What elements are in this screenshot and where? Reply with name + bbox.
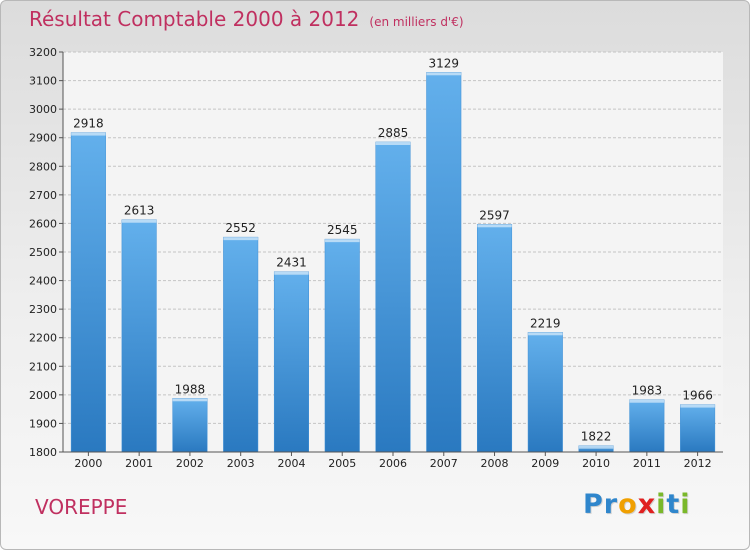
bar-highlight [274, 271, 309, 275]
logo-letter: i [680, 489, 691, 520]
bar-highlight [528, 332, 563, 336]
axis-layer: 1800 1900 2000 2100 2200 2300 2400 2500 2600 2700… [29, 46, 723, 470]
x-tick-label: 2004 [277, 457, 305, 470]
bar-2005 [324, 238, 360, 453]
value-label: 2918 [73, 117, 104, 131]
y-tick-label: 3000 [29, 103, 57, 116]
value-label: 3129 [428, 56, 459, 70]
x-tick-label: 2011 [633, 457, 661, 470]
y-tick-label: 2800 [29, 160, 57, 173]
logo-letter: o [618, 489, 638, 520]
bar-highlight [172, 398, 208, 402]
x-tick-label: 2009 [531, 457, 559, 470]
logo-letter: t [666, 489, 681, 520]
value-label: 2597 [479, 208, 510, 222]
bar-highlight [680, 404, 715, 408]
chart-title: Résultat Comptable 2000 à 2012 (en millie… [29, 7, 464, 31]
x-tick-label: 2002 [176, 457, 204, 470]
bar-2011 [629, 399, 665, 453]
y-tick-label: 2600 [29, 217, 57, 230]
x-tick-label: 2000 [74, 457, 102, 470]
x-tick-label: 2006 [379, 457, 407, 470]
value-label: 2613 [124, 204, 155, 218]
value-label: 1983 [632, 384, 663, 398]
bar-2004 [273, 271, 309, 453]
value-label: 1988 [175, 382, 206, 396]
bar-2000 [70, 132, 106, 453]
bar-2002 [172, 398, 208, 453]
x-tick-label: 2007 [430, 457, 458, 470]
bar-highlight [71, 132, 106, 136]
y-tick-label: 2500 [29, 246, 57, 259]
y-tick-label: 2200 [29, 332, 57, 345]
logo-letter: i [656, 489, 667, 520]
bar-highlight [121, 219, 157, 223]
value-label: 2545 [327, 223, 358, 237]
bar-2009 [527, 332, 563, 453]
x-tick-label: 2001 [125, 457, 153, 470]
bar-2001 [121, 219, 157, 453]
y-tick-label: 1900 [29, 417, 57, 430]
y-tick-label: 3100 [29, 75, 57, 88]
y-tick-label: 2100 [29, 360, 57, 373]
logo-letter: P [583, 489, 604, 520]
bar-2007 [426, 72, 462, 453]
x-tick-label: 2003 [227, 457, 255, 470]
value-label: 2885 [378, 126, 409, 140]
x-tick-label: 2012 [684, 457, 712, 470]
logo-letter: x [637, 489, 657, 520]
y-tick-label: 1800 [29, 446, 57, 459]
value-label: 1822 [581, 430, 612, 444]
bar-2008 [477, 224, 513, 453]
bar-highlight [629, 399, 665, 403]
y-tick-label: 2000 [29, 389, 57, 402]
x-tick-label: 2008 [481, 457, 509, 470]
bar-highlight [375, 142, 411, 145]
bar-highlight [426, 72, 462, 76]
bar-2006 [375, 141, 411, 453]
bars-layer: 2918 2613 1988 2552 2431 2545 2885 3129 2597 2219… [70, 56, 716, 453]
bar-2012 [680, 404, 716, 453]
x-tick-label: 2005 [328, 457, 356, 470]
chart-subtitle: (en milliers d'€) [369, 15, 464, 29]
y-tick-label: 2700 [29, 189, 57, 202]
value-label: 2552 [225, 221, 256, 235]
logo-letter: r [603, 489, 619, 520]
y-tick-label: 2900 [29, 132, 57, 145]
bar-highlight [223, 237, 258, 241]
bar-highlight [324, 239, 360, 243]
chart-title-text: Résultat Comptable 2000 à 2012 [29, 7, 360, 31]
value-label: 2219 [530, 316, 561, 330]
y-tick-label: 2400 [29, 275, 57, 288]
value-label: 2431 [276, 256, 307, 270]
y-tick-label: 3200 [29, 46, 57, 59]
commune-name: VOREPPE [35, 495, 128, 519]
bar-highlight [477, 224, 512, 228]
bar-2003 [223, 236, 259, 453]
x-tick-label: 2010 [582, 457, 610, 470]
proxiti-logo: Proxiti [583, 489, 691, 520]
value-label: 1966 [682, 389, 713, 403]
y-tick-label: 2300 [29, 303, 57, 316]
bar-highlight [578, 445, 614, 449]
